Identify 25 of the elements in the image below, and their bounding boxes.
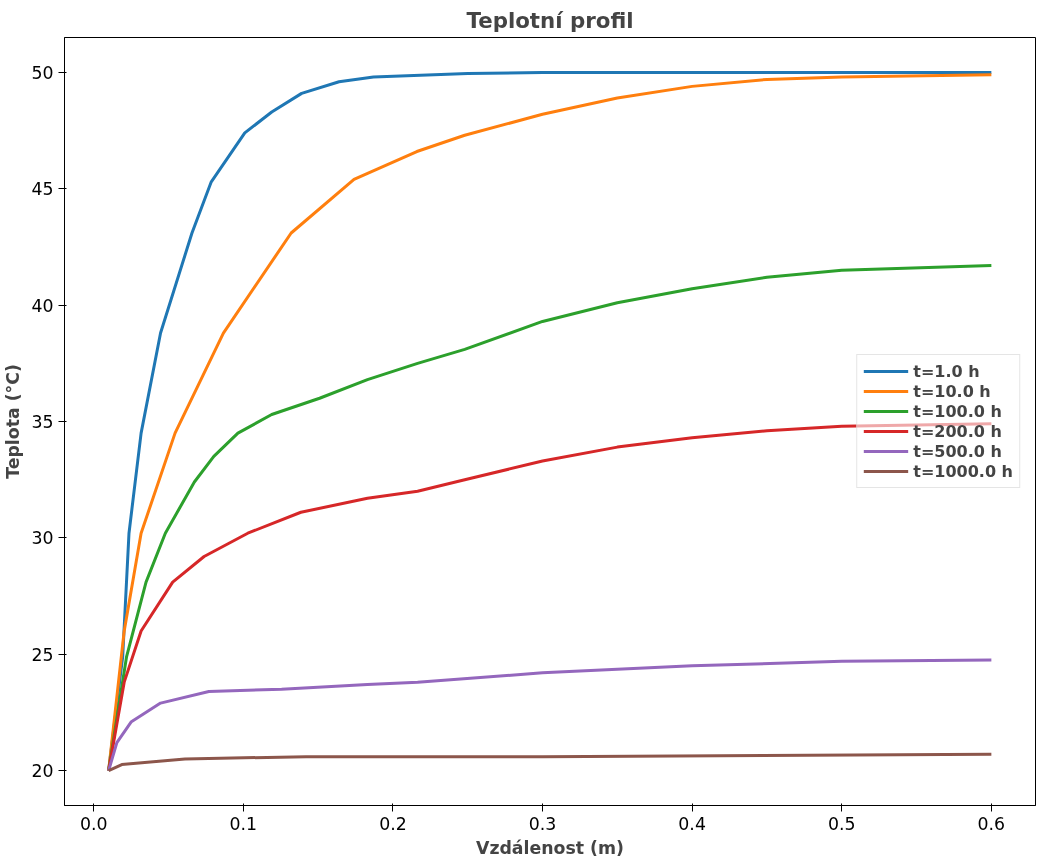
- line-series: [107, 658, 993, 773]
- y-tick-label: 50: [31, 62, 54, 83]
- legend-label: t=10.0 h: [913, 381, 991, 401]
- y-tick-label: 25: [31, 644, 54, 665]
- legend-label: t=1000.0 h: [913, 461, 1013, 481]
- x-tick-label: 0.6: [977, 813, 1006, 834]
- x-tick-label: 0.0: [79, 813, 108, 834]
- x-tick-label: 0.4: [678, 813, 706, 834]
- legend-label: t=100.0 h: [913, 401, 1002, 421]
- x-tick-label: 0.1: [229, 813, 258, 834]
- legend-label: t=200.0 h: [913, 421, 1002, 441]
- y-tick-label: 45: [31, 179, 54, 200]
- line-series: [107, 752, 993, 773]
- y-axis-title: Teplota (°C): [3, 364, 24, 479]
- chart-title: Teplotní profil: [466, 7, 634, 33]
- y-tick-label: 30: [31, 528, 54, 549]
- x-tick-label: 0.3: [528, 813, 557, 834]
- y-tick-label: 40: [31, 295, 54, 316]
- legend-label: t=500.0 h: [913, 441, 1002, 461]
- x-tick-label: 0.2: [379, 813, 407, 834]
- x-tick-label: 0.5: [827, 813, 856, 834]
- y-tick-label: 20: [31, 761, 54, 782]
- legend-label: t=1.0 h: [913, 361, 980, 381]
- y-tick-label: 35: [31, 412, 54, 432]
- x-axis-title: Vzdálenost (m): [475, 837, 625, 858]
